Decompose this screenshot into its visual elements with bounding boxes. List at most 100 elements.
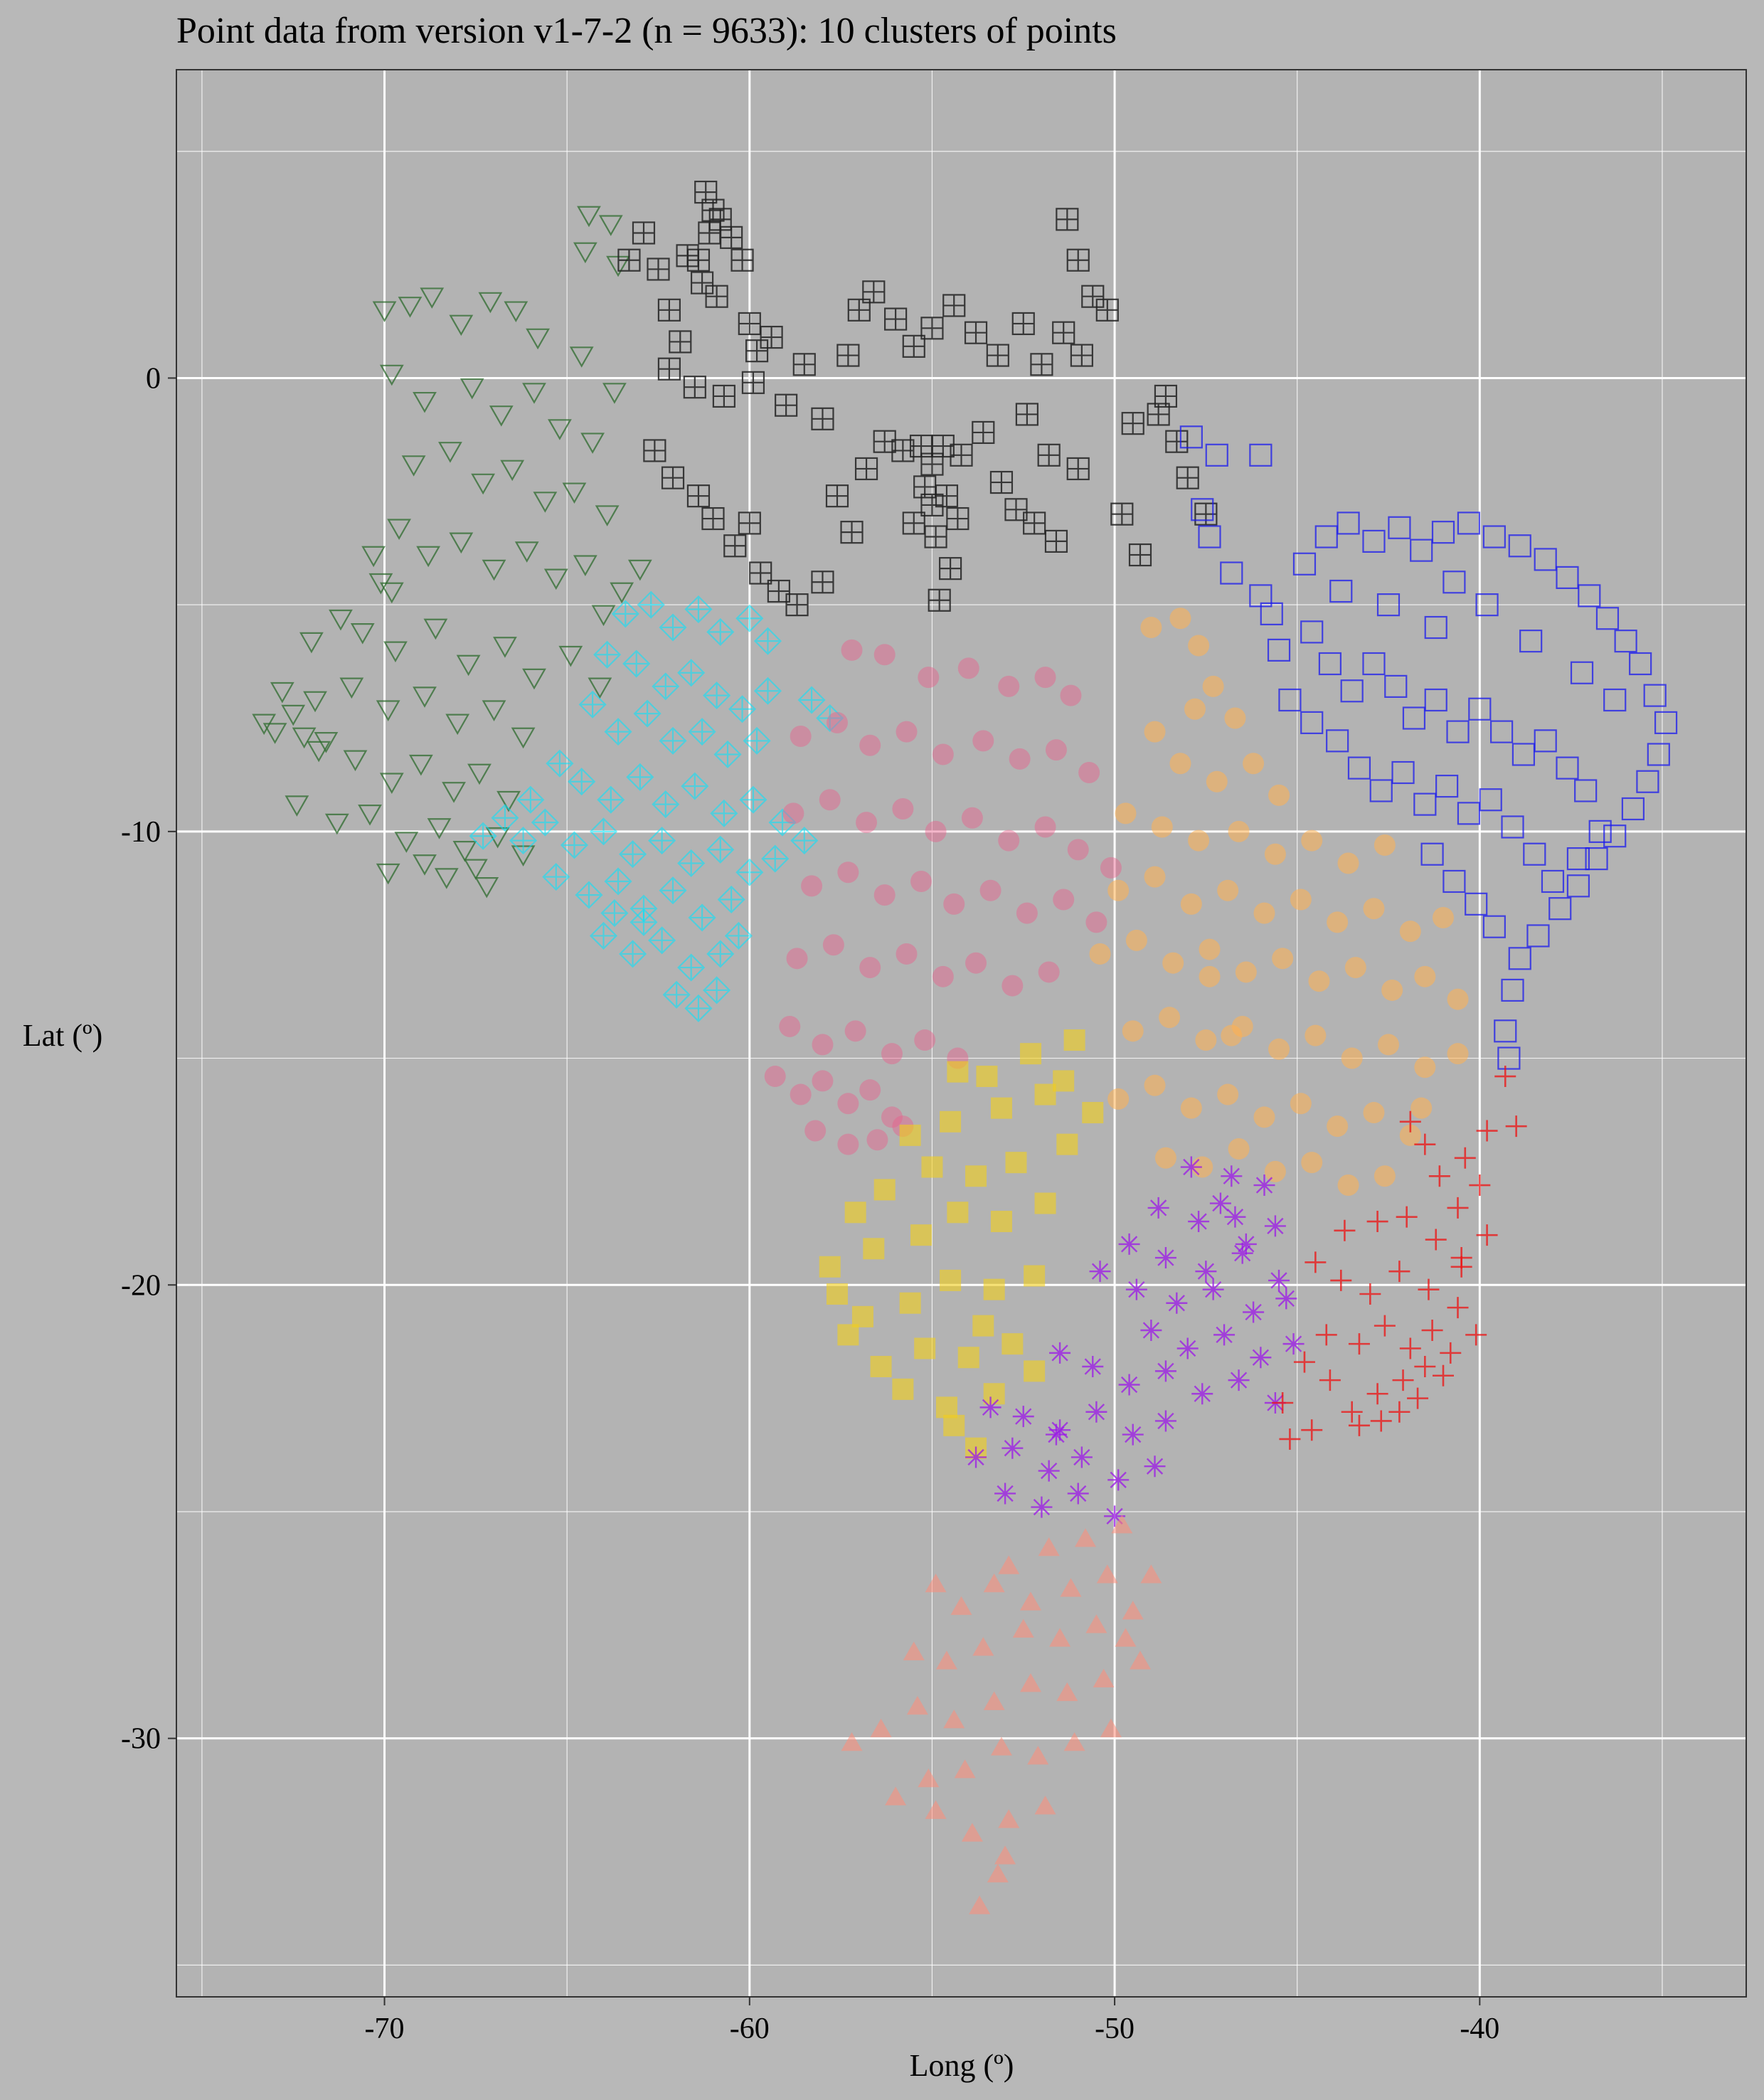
data-point [1508, 947, 1531, 970]
data-point [1603, 688, 1627, 712]
data-point [376, 700, 400, 721]
data-point [1501, 978, 1524, 1002]
data-point [1122, 1020, 1144, 1042]
data-point [379, 364, 404, 386]
data-point [768, 808, 797, 837]
data-point [792, 353, 816, 376]
data-point [964, 321, 988, 344]
data-point [589, 817, 618, 846]
data-point [840, 521, 864, 544]
data-point [935, 1650, 957, 1670]
data-point [1056, 208, 1079, 231]
data-point [826, 1283, 848, 1305]
data-point [1447, 988, 1469, 1010]
data-point [1165, 430, 1189, 453]
data-point [314, 732, 339, 753]
data-point [1614, 630, 1637, 653]
data-point [987, 1863, 1009, 1883]
data-point [866, 1129, 888, 1151]
data-point [786, 948, 808, 970]
data-point [303, 691, 327, 713]
data-point [1198, 525, 1221, 548]
data-point [983, 1691, 1005, 1710]
data-point [659, 726, 687, 755]
data-point [1369, 779, 1393, 802]
data-point [1202, 675, 1224, 697]
data-point [1235, 961, 1257, 983]
data-point [1144, 866, 1166, 888]
data-point [1034, 816, 1056, 838]
data-point [1585, 847, 1608, 871]
data-point [847, 298, 871, 322]
data-point [413, 391, 437, 413]
data-point [902, 511, 925, 535]
data-point [1340, 679, 1364, 703]
data-point [1224, 1206, 1246, 1228]
data-point [1374, 1315, 1396, 1337]
data-point [1012, 1618, 1034, 1638]
data-point [753, 677, 782, 705]
data-point [1268, 1038, 1290, 1060]
data-point [1603, 824, 1627, 848]
data-point [1424, 615, 1447, 640]
data-point [863, 1238, 885, 1260]
data-point [885, 1786, 907, 1805]
data-point [703, 682, 731, 710]
data-point [790, 1083, 812, 1105]
data-point [683, 376, 706, 399]
data-point [533, 492, 558, 513]
data-point [1093, 1668, 1115, 1688]
data-point [896, 943, 918, 965]
data-point [413, 686, 437, 708]
data-point [1144, 721, 1166, 743]
data-point [1228, 1369, 1250, 1391]
data-point [983, 1383, 1005, 1405]
data-point [1366, 1211, 1388, 1233]
data-point [1300, 711, 1324, 734]
data-point [1497, 1046, 1521, 1070]
data-point [1337, 1174, 1359, 1197]
data-point [1413, 792, 1437, 816]
data-point [745, 339, 769, 363]
y-tick-label: 0 [146, 362, 161, 395]
data-point [339, 677, 364, 699]
data-point [1329, 579, 1353, 603]
data-point [1049, 1628, 1071, 1647]
data-point [482, 700, 506, 721]
data-point [990, 1211, 1012, 1233]
data-point [892, 797, 914, 820]
data-point [785, 593, 809, 617]
data-point [568, 768, 596, 796]
data-point [1228, 820, 1250, 842]
data-point [972, 1637, 994, 1656]
data-point [1465, 892, 1488, 916]
data-point [1020, 1591, 1042, 1611]
data-point [1378, 1034, 1400, 1056]
data-point [577, 206, 601, 228]
data-point [1147, 1197, 1169, 1219]
data-point [836, 344, 860, 367]
data-point [452, 840, 477, 862]
data-point [1523, 842, 1546, 866]
data-point [617, 248, 641, 272]
data-point [859, 957, 881, 979]
data-point [1494, 1019, 1517, 1043]
data-point [434, 868, 459, 889]
data-point [703, 976, 731, 1004]
data-point [1159, 1007, 1181, 1029]
data-point [1199, 938, 1221, 960]
data-point [1505, 1115, 1527, 1138]
data-point [1511, 743, 1536, 766]
data-point [394, 832, 419, 853]
chart-title: Point data from version v1-7-2 (n = 9633… [176, 11, 1117, 51]
data-point [914, 1337, 936, 1359]
data-point [717, 885, 745, 914]
data-point [1180, 893, 1202, 915]
data-point [445, 714, 470, 736]
data-point [522, 383, 546, 404]
data-point [961, 1823, 983, 1842]
data-point [1314, 525, 1338, 548]
data-point [804, 1120, 827, 1142]
data-point [986, 344, 1009, 367]
data-point [920, 317, 944, 340]
